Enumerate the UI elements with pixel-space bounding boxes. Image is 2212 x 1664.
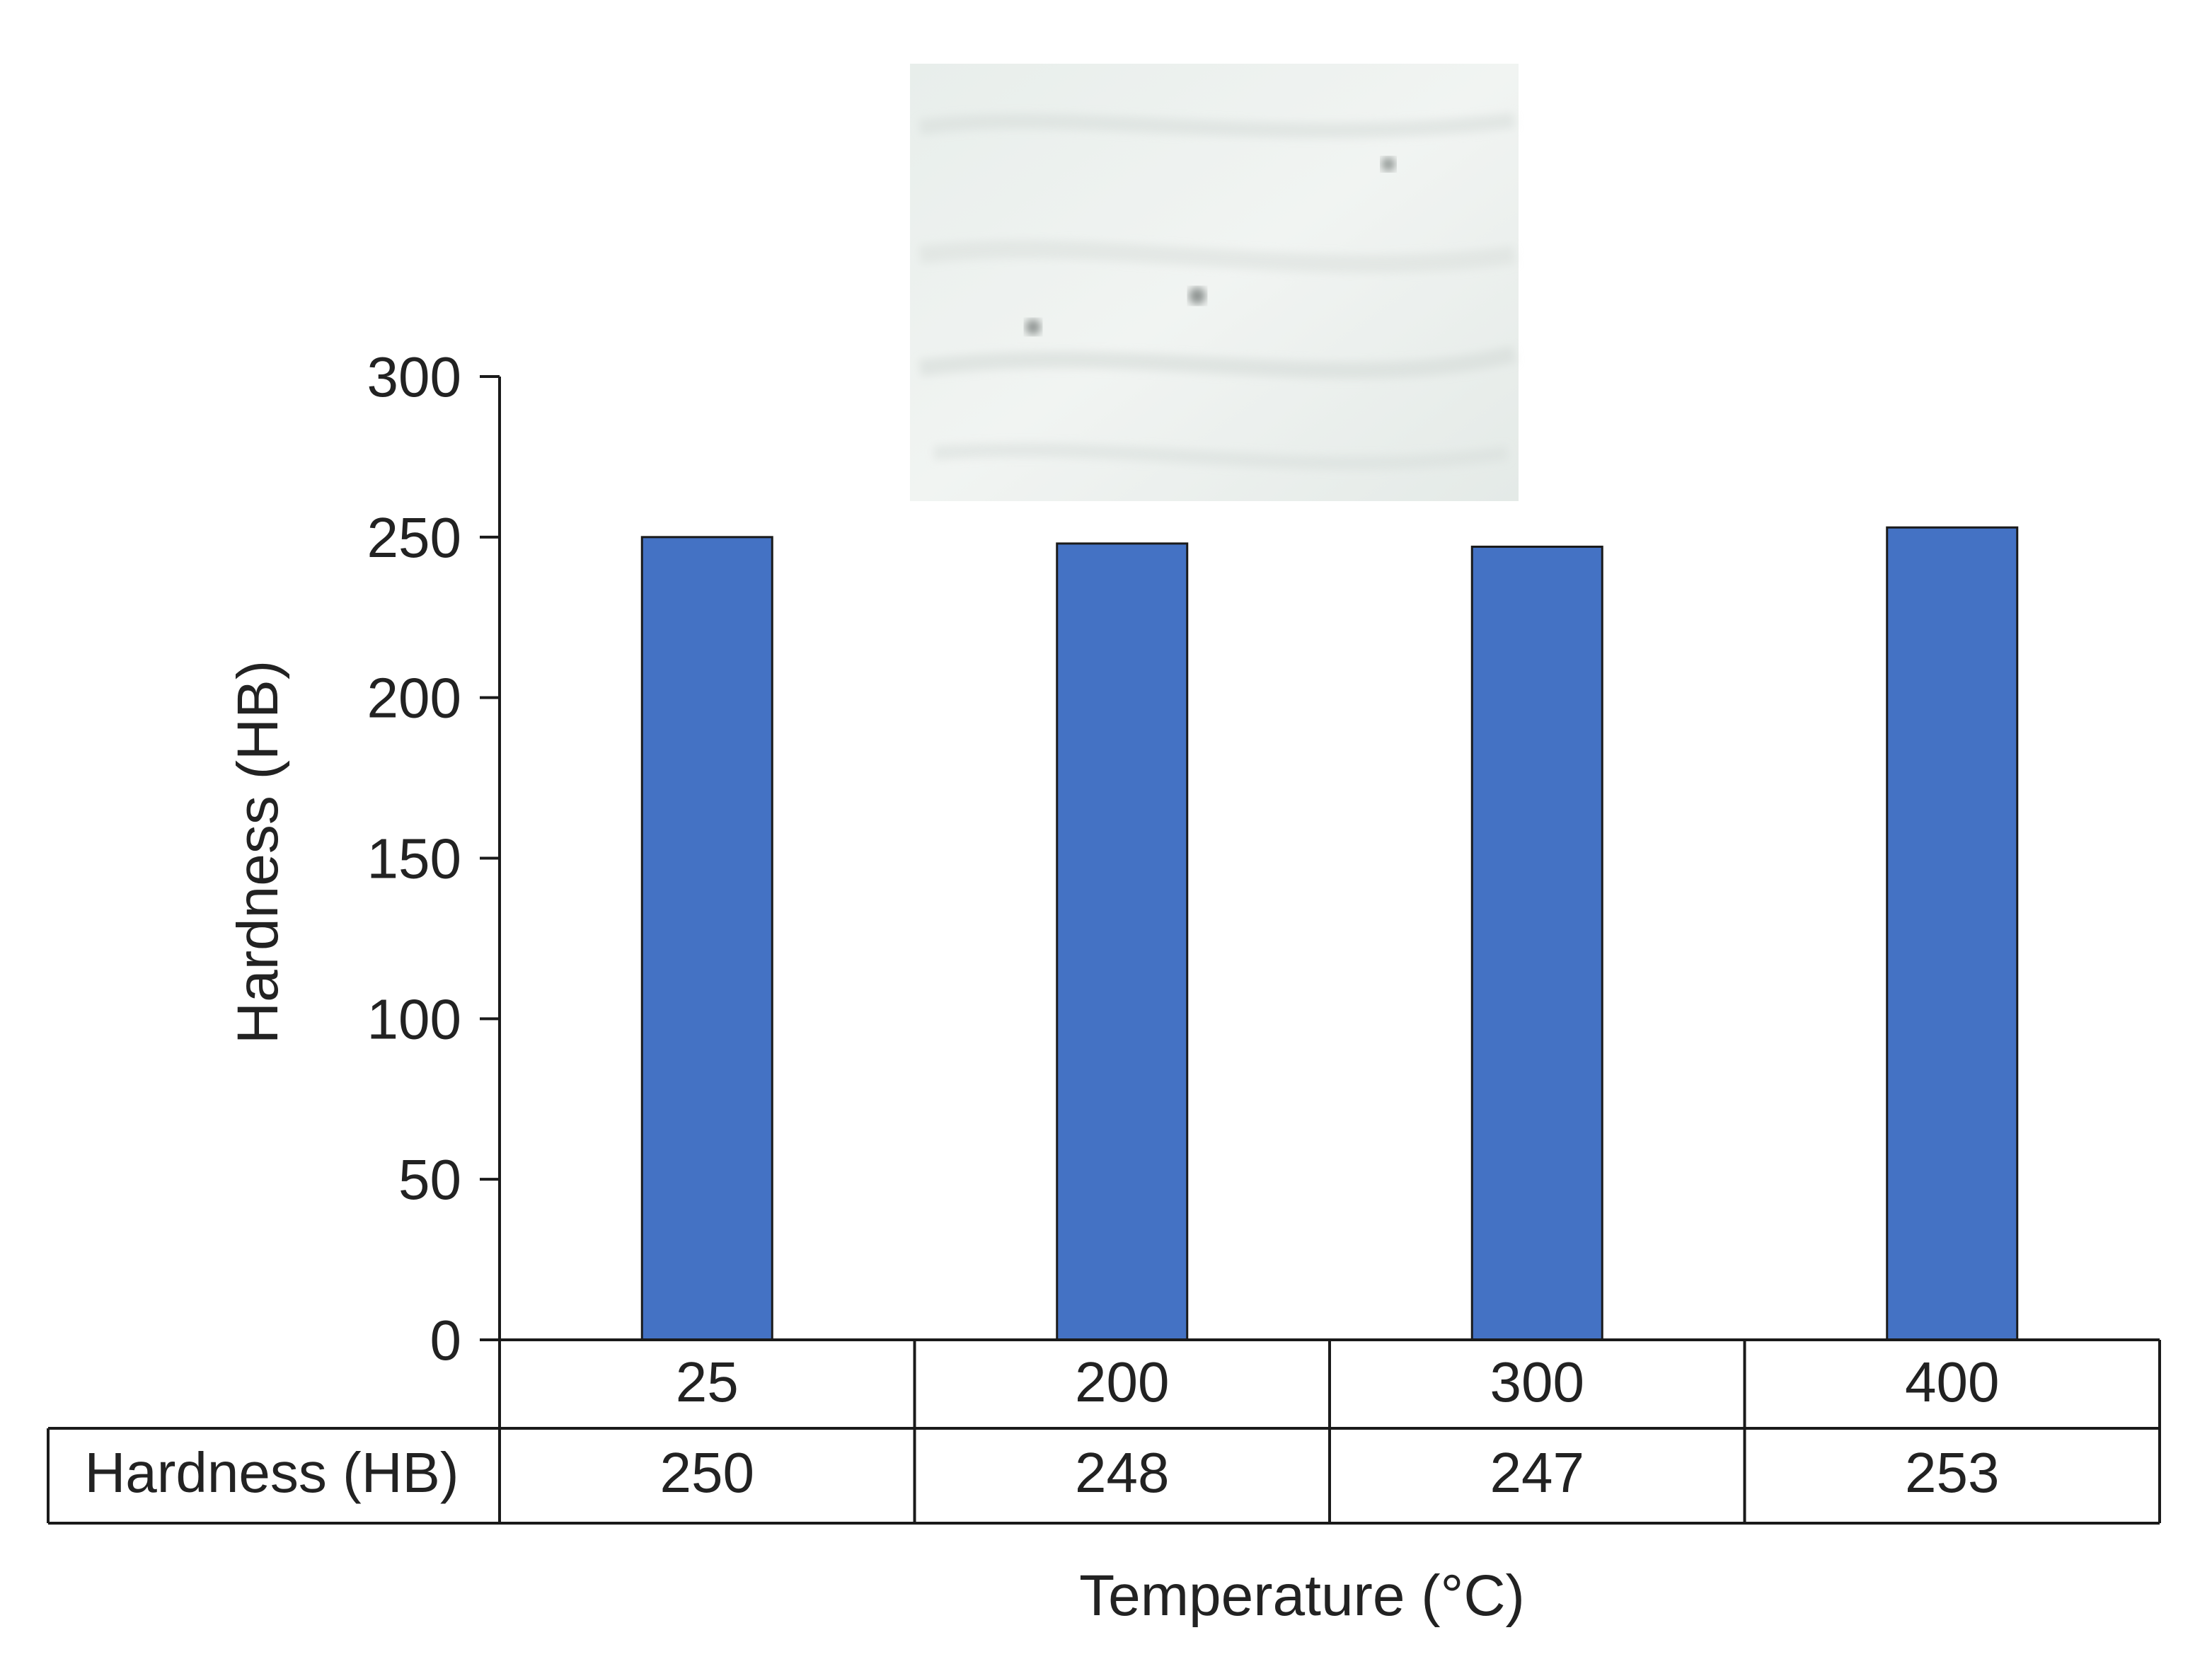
x-category-label: 300 (1490, 1350, 1584, 1413)
data-table-row-label: Hardness (HB) (84, 1441, 459, 1504)
y-tick-label: 150 (367, 827, 461, 890)
data-table-value: 253 (1905, 1441, 1999, 1504)
bar-25 (640, 536, 773, 1341)
micrograph-inset-image (910, 64, 1519, 501)
y-axis-title: Hardness (HB) (226, 660, 290, 1044)
data-table-value: 247 (1490, 1441, 1584, 1504)
y-tick-label: 200 (367, 667, 461, 730)
y-tick-label: 300 (367, 345, 461, 408)
bar-200 (1056, 542, 1189, 1341)
y-tick-label: 0 (430, 1309, 462, 1372)
y-tick-label: 50 (398, 1148, 461, 1211)
y-tick-label: 100 (367, 987, 461, 1050)
y-tick-label: 250 (367, 506, 461, 569)
x-axis-title: Temperature (°C) (1079, 1563, 1525, 1628)
bar-300 (1470, 545, 1603, 1341)
data-table-value: 250 (660, 1441, 754, 1504)
plot-area: 0 50 100 150 200 250 300 25 250 200 248 300 247 400 25… (47, 345, 2161, 1525)
bar-400 (1886, 526, 2019, 1341)
x-category-label: 200 (1075, 1350, 1169, 1413)
data-table-value: 248 (1075, 1441, 1169, 1504)
x-category-label: 400 (1905, 1350, 1999, 1413)
x-category-label: 25 (676, 1350, 739, 1413)
